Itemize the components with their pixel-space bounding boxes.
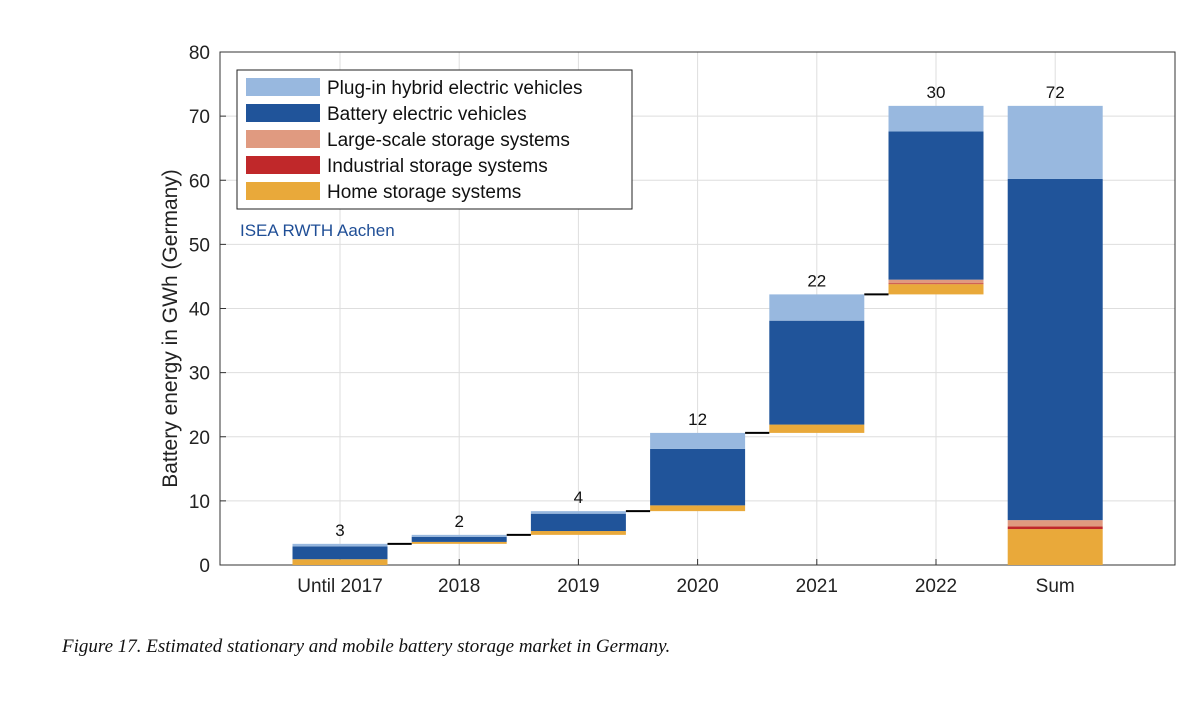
total-label: 12 xyxy=(688,410,707,429)
bar-segment-home-storage-systems xyxy=(888,284,984,295)
y-tick-label: 80 xyxy=(189,43,210,64)
total-label: 22 xyxy=(807,271,826,290)
total-label: 30 xyxy=(927,83,946,102)
legend-label: Large-scale storage systems xyxy=(327,130,570,151)
legend-swatch xyxy=(246,182,320,200)
legend-label: Industrial storage systems xyxy=(327,156,548,177)
bar-segment-plug-in-hybrid-electric-vehicles xyxy=(292,543,388,547)
bar-segment-battery-electric-vehicles xyxy=(888,131,984,280)
bar-segment-plug-in-hybrid-electric-vehicles xyxy=(530,511,626,514)
bar-segment-large-scale-storage-systems xyxy=(1007,520,1103,527)
bar-segment-battery-electric-vehicles xyxy=(769,320,865,425)
legend-label: Home storage systems xyxy=(327,182,521,203)
bar-segment-battery-electric-vehicles xyxy=(411,536,507,542)
x-tick-label: Until 2017 xyxy=(297,576,383,597)
x-tick-label: 2022 xyxy=(915,576,957,597)
bar-segment-home-storage-systems xyxy=(769,424,865,433)
bar-segment-battery-electric-vehicles xyxy=(1007,178,1103,521)
y-tick-label: 0 xyxy=(199,556,210,577)
legend-swatch xyxy=(246,156,320,174)
bar-segment-battery-electric-vehicles xyxy=(650,448,746,506)
y-tick-label: 20 xyxy=(189,428,210,449)
bar-segment-plug-in-hybrid-electric-vehicles xyxy=(1007,105,1103,179)
legend-swatch xyxy=(246,78,320,96)
bar-segment-home-storage-systems xyxy=(650,505,746,512)
x-tick-label: 2020 xyxy=(676,576,718,597)
bar-segment-plug-in-hybrid-electric-vehicles xyxy=(888,105,984,132)
bar-segment-battery-electric-vehicles xyxy=(530,513,626,532)
total-label: 4 xyxy=(574,488,583,507)
x-tick-label: Sum xyxy=(1036,576,1075,597)
y-tick-label: 10 xyxy=(189,492,210,513)
y-tick-label: 60 xyxy=(189,171,210,192)
y-tick-label: 70 xyxy=(189,107,210,128)
y-tick-label: 40 xyxy=(189,300,210,321)
bar-segment-industrial-storage-systems xyxy=(888,283,984,285)
bar-segment-home-storage-systems xyxy=(411,541,507,544)
watermark-text: ISEA RWTH Aachen xyxy=(240,221,395,240)
legend-swatch xyxy=(246,130,320,148)
bar-segment-battery-electric-vehicles xyxy=(292,546,388,560)
legend-swatch xyxy=(246,104,320,122)
y-axis-label: Battery energy in GWh (Germany) xyxy=(159,169,182,488)
x-tick-label: 2019 xyxy=(557,576,599,597)
x-tick-label: 2021 xyxy=(796,576,838,597)
bar-segment-plug-in-hybrid-electric-vehicles xyxy=(411,534,507,537)
bar-segment-plug-in-hybrid-electric-vehicles xyxy=(650,432,746,449)
y-tick-label: 50 xyxy=(189,235,210,256)
bar-segment-industrial-storage-systems xyxy=(1007,526,1103,530)
bar-segment-home-storage-systems xyxy=(530,531,626,535)
bar-segment-plug-in-hybrid-electric-vehicles xyxy=(769,294,865,321)
total-label: 2 xyxy=(454,512,463,531)
figure-caption: Figure 17. Estimated stationary and mobi… xyxy=(62,636,671,657)
x-tick-label: 2018 xyxy=(438,576,480,597)
bar-segment-home-storage-systems xyxy=(1007,529,1103,565)
bar-segment-large-scale-storage-systems xyxy=(888,279,984,284)
legend-label: Plug-in hybrid electric vehicles xyxy=(327,78,583,99)
y-tick-label: 30 xyxy=(189,364,210,385)
total-label: 72 xyxy=(1046,83,1065,102)
total-label: 3 xyxy=(335,521,344,540)
bar-segment-home-storage-systems xyxy=(292,559,388,565)
legend-label: Battery electric vehicles xyxy=(327,104,527,125)
